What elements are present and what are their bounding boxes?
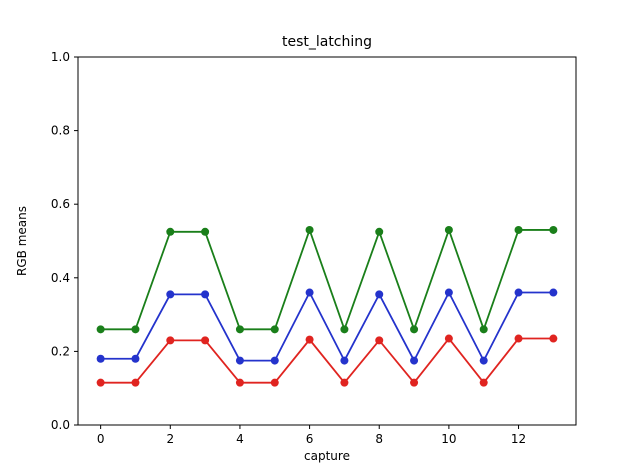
svg-text:2: 2: [166, 432, 174, 446]
svg-text:8: 8: [375, 432, 383, 446]
svg-text:0: 0: [97, 432, 105, 446]
svg-text:4: 4: [236, 432, 244, 446]
svg-text:0.6: 0.6: [51, 197, 70, 211]
svg-text:1.0: 1.0: [51, 50, 70, 64]
svg-text:10: 10: [441, 432, 456, 446]
chart-title: test_latching: [281, 34, 373, 50]
svg-text:0.2: 0.2: [51, 344, 70, 358]
x-axis-label: capture: [304, 449, 350, 463]
y-axis-label: RGB means: [15, 206, 29, 276]
svg-text:0.4: 0.4: [51, 271, 70, 285]
svg-text:0.0: 0.0: [51, 418, 70, 432]
svg-text:6: 6: [306, 432, 314, 446]
svg-text:0.8: 0.8: [51, 124, 70, 138]
svg-text:12: 12: [511, 432, 526, 446]
